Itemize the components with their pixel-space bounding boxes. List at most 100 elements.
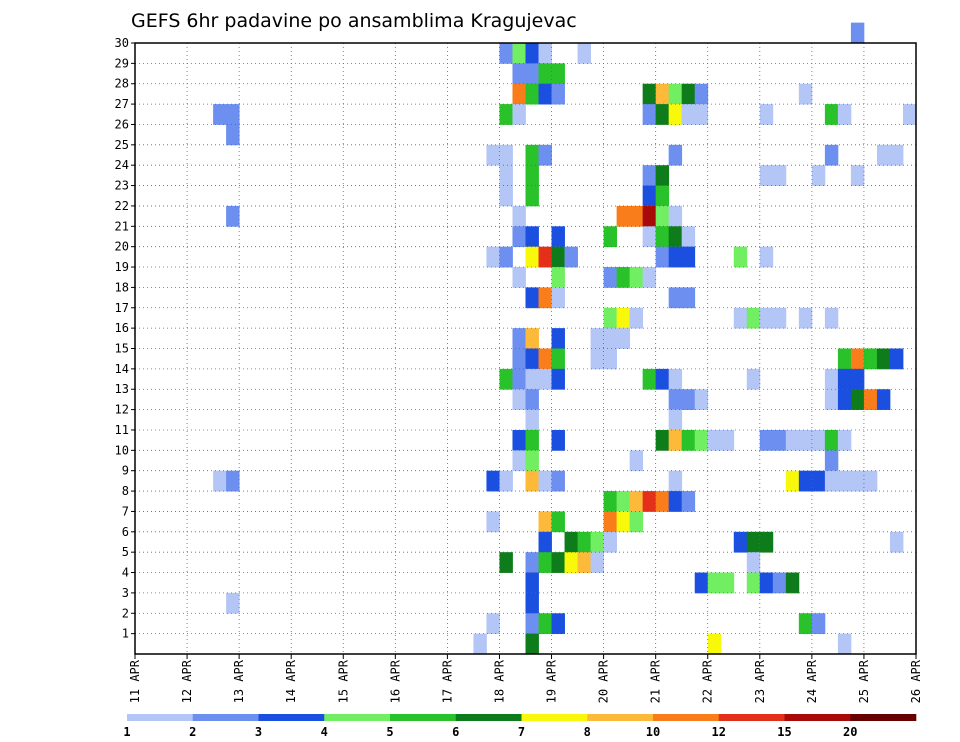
x-tick-labels: 11 APR 12 APR 13 APR 14 APR 15 APR 16 APR 17 A… [128, 654, 923, 703]
precip-cell [837, 389, 852, 410]
precip-cell [226, 470, 240, 492]
precip-cell [655, 429, 670, 451]
precip-cell [876, 144, 891, 166]
precip-cell [538, 83, 552, 105]
precip-cell [538, 43, 552, 64]
precip-cell [551, 246, 565, 268]
precip-cell [850, 389, 865, 410]
x-tick-label: 21 APR [649, 659, 663, 703]
precip-cell [668, 368, 683, 390]
legend-label: 4 [321, 725, 328, 739]
x-tick-label: 25 APR [857, 659, 871, 703]
precip-cell [538, 144, 552, 166]
precip-cell [668, 144, 683, 166]
y-tick-label: 16 [115, 321, 129, 335]
precip-cell [681, 83, 696, 105]
y-tick-label: 30 [115, 36, 129, 50]
x-tick-label: 22 APR [701, 659, 715, 703]
precip-cell [499, 246, 513, 268]
precip-cell [603, 491, 618, 512]
y-tick-label: 3 [122, 586, 129, 600]
precip-cell [525, 63, 539, 85]
precip-cell [837, 429, 852, 451]
precip-cell [629, 205, 644, 227]
color-legend: 1 2 3 4 5 6 7 8 10 12 15 20 [123, 714, 917, 739]
precip-cell [499, 185, 513, 207]
precip-cell [590, 328, 604, 349]
precip-cell [655, 246, 670, 268]
y-tick-label: 19 [115, 260, 129, 274]
precip-cell [850, 22, 865, 44]
precip-cell [694, 389, 709, 410]
precip-cell [551, 368, 565, 390]
precip-cell [759, 246, 774, 268]
precip-cell [512, 348, 526, 370]
precip-cell [512, 205, 526, 227]
precip-cell [525, 552, 539, 573]
precip-cell [694, 572, 709, 594]
precip-cell [538, 246, 552, 268]
precip-cell [655, 83, 670, 105]
precip-cell [525, 470, 539, 492]
precip-cell [525, 633, 539, 655]
precip-cell [499, 470, 513, 492]
precip-cell [759, 307, 774, 329]
precip-cell [564, 246, 578, 268]
precip-cell [603, 531, 618, 553]
precip-cell [720, 572, 735, 594]
precip-cell [538, 552, 552, 573]
precip-cell [551, 328, 565, 349]
precip-cell [798, 83, 813, 105]
precip-cell [512, 429, 526, 451]
precip-cell [551, 613, 565, 635]
precip-cell [759, 104, 774, 125]
precip-cell [642, 205, 657, 227]
legend-swatch [258, 714, 325, 721]
precip-cell [577, 43, 591, 64]
precip-cell [525, 429, 539, 451]
precip-cell [668, 287, 683, 309]
y-tick-label: 13 [115, 382, 129, 396]
precip-cell [798, 307, 813, 329]
precip-cell [746, 531, 761, 553]
precip-cell [525, 83, 539, 105]
precip-cell [642, 104, 657, 125]
precip-cell [655, 104, 670, 125]
precip-cell [499, 368, 513, 390]
precip-cell [629, 450, 644, 472]
precip-cell [668, 470, 683, 492]
legend-label: 15 [777, 725, 791, 739]
precip-cell [837, 104, 852, 125]
y-tick-label: 25 [115, 138, 129, 152]
precip-cell [538, 511, 552, 533]
precip-cell [564, 552, 578, 573]
precip-cell [538, 531, 552, 553]
precip-cell [655, 185, 670, 207]
precip-cell [486, 470, 500, 492]
precip-cell [603, 328, 618, 349]
precip-cell [785, 572, 800, 594]
precip-cell [538, 287, 552, 309]
precip-cell [759, 572, 774, 594]
y-tick-label: 11 [115, 423, 129, 437]
precip-cell [707, 572, 722, 594]
precip-cell [811, 613, 826, 635]
precip-cell [512, 267, 526, 288]
precip-cell [551, 429, 565, 451]
legend-label: 8 [584, 725, 591, 739]
precip-cell [824, 429, 839, 451]
legend-label: 5 [386, 725, 393, 739]
precip-cell [616, 267, 631, 288]
precip-cell [655, 165, 670, 186]
x-tick-label: 13 APR [232, 659, 246, 703]
precip-cell [525, 144, 539, 166]
legend-swatch [127, 714, 194, 721]
y-tick-label: 17 [115, 301, 129, 315]
precip-cell [226, 104, 240, 125]
precip-cell [642, 226, 657, 248]
precip-cell [629, 267, 644, 288]
y-tick-label: 27 [115, 97, 129, 111]
chart-title: GEFS 6hr padavine po ansamblima Kragujev… [131, 10, 577, 32]
precip-cell [590, 348, 604, 370]
precip-cell [746, 368, 761, 390]
